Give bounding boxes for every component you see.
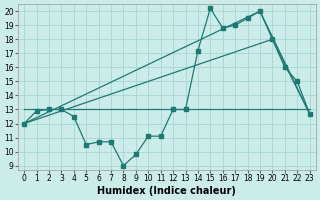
X-axis label: Humidex (Indice chaleur): Humidex (Indice chaleur): [98, 186, 236, 196]
